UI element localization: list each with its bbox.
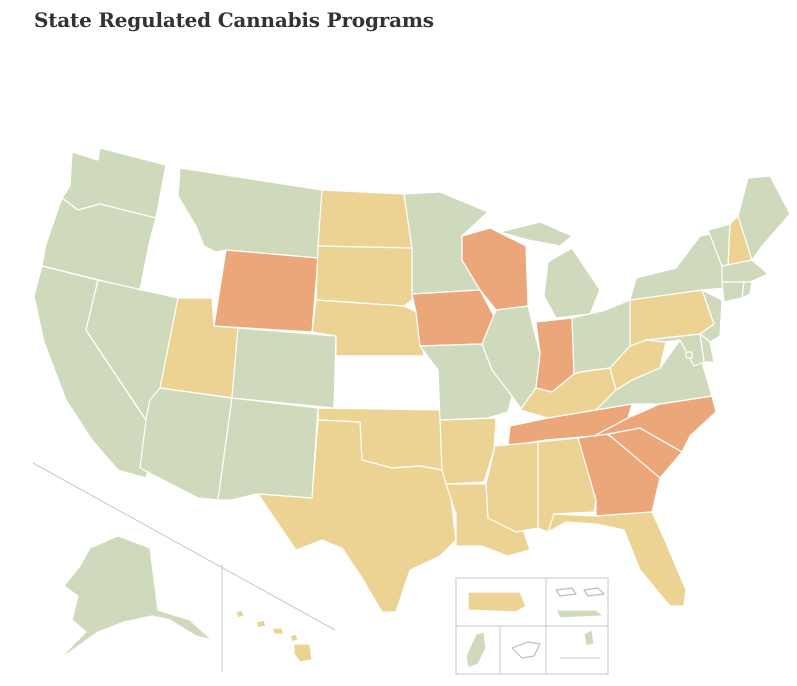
state-NY[interactable] [629,231,725,301]
state-MD[interactable] [645,333,705,367]
state-IA[interactable] [411,289,497,347]
territory-VI-main[interactable] [555,609,605,619]
state-WY[interactable] [213,249,319,333]
state-HI[interactable] [235,609,313,663]
territories-inset [455,577,609,675]
state-CT[interactable] [721,281,745,303]
state-DC[interactable] [685,351,693,359]
territory-PR[interactable] [467,591,527,613]
state-FL[interactable] [547,511,687,607]
state-TX[interactable] [257,419,457,613]
territory-VI[interactable] [555,587,605,597]
state-MA[interactable] [721,259,769,283]
territory-box-mp [545,625,609,675]
state-CO[interactable] [231,327,337,409]
territory-MP[interactable] [583,629,595,647]
territory-GU[interactable] [465,631,487,669]
inset-divider-diagonal [32,462,336,631]
state-KS[interactable] [333,355,441,411]
state-MS[interactable] [485,441,539,533]
state-SD[interactable] [315,245,413,307]
state-ND[interactable] [317,189,413,249]
territory-box-vi [545,577,609,627]
state-AZ[interactable] [139,387,233,501]
state-AR[interactable] [439,417,497,485]
state-NM[interactable] [217,397,319,501]
territory-AS[interactable] [511,641,541,659]
map-title: State Regulated Cannabis Programs [34,8,434,32]
state-AK[interactable] [59,535,213,659]
state-NC[interactable] [593,395,717,453]
state-RI[interactable] [741,281,753,299]
